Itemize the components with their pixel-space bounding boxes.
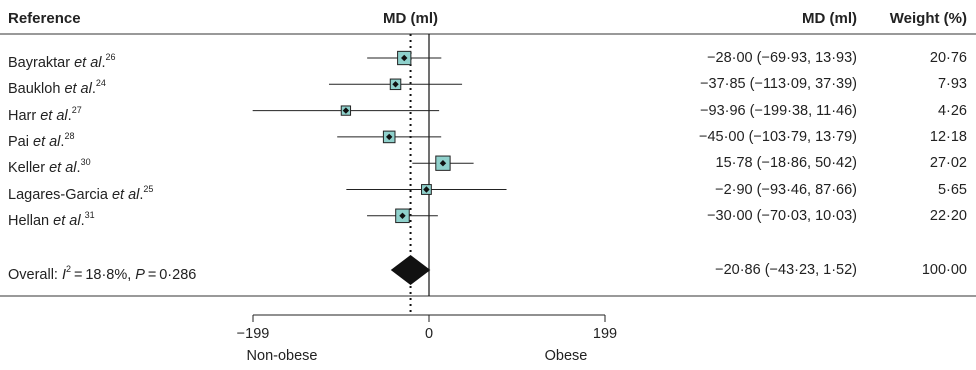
study-weight-4: 27·02 bbox=[929, 155, 967, 172]
overall-ci: −20·86 (−43·23, 1·52) bbox=[715, 262, 857, 278]
study-label-5: Lagares-Garcia et al.25 bbox=[8, 183, 154, 203]
study-weight-5: 5·65 bbox=[937, 181, 967, 198]
study-weight-6: 22·20 bbox=[929, 207, 967, 224]
study-weight-1: 7·93 bbox=[937, 76, 967, 93]
header-reference: Reference bbox=[8, 10, 81, 27]
study-ci-3: −45·00 (−103·79, 13·79) bbox=[699, 128, 857, 145]
x-tick-label-0: 0 bbox=[424, 326, 434, 342]
header-plot-md: MD (ml) bbox=[383, 10, 438, 27]
point-estimate-5 bbox=[423, 186, 430, 193]
study-label-6: Hellan et al.31 bbox=[8, 209, 95, 229]
study-label-0: Bayraktar et al.26 bbox=[8, 52, 116, 71]
direction-label-obese: Obese bbox=[544, 348, 588, 364]
overall-weight: 100·00 bbox=[921, 262, 967, 278]
point-estimate-0 bbox=[401, 54, 408, 62]
study-weight-2: 4·26 bbox=[937, 102, 967, 119]
x-tick-label-neg199: −199 bbox=[236, 326, 270, 342]
study-ci-0: −28·00 (−69·93, 13·93) bbox=[707, 50, 857, 66]
header-effect-md: MD (ml) bbox=[802, 10, 857, 27]
point-estimate-6 bbox=[399, 212, 406, 219]
direction-label-non-obese: Non-obese bbox=[246, 348, 318, 364]
point-estimate-2 bbox=[342, 107, 350, 114]
study-label-2: Harr et al.27 bbox=[8, 104, 82, 124]
study-label-1: Baukloh et al.24 bbox=[8, 78, 106, 98]
point-estimate-1 bbox=[392, 81, 399, 88]
study-ci-5: −2·90 (−93·46, 87·66) bbox=[715, 181, 857, 198]
study-ci-1: −37·85 (−113·09, 37·39) bbox=[700, 76, 857, 93]
study-ci-6: −30·00 (−70·03, 10·03) bbox=[707, 207, 857, 224]
study-label-3: Pai et al.28 bbox=[8, 130, 75, 150]
study-ci-2: −93·96 (−199·38, 11·46) bbox=[700, 102, 857, 119]
study-weight-3: 12·18 bbox=[929, 128, 967, 145]
overall-label: Overall: I2 = 18·8%, P = 0·286 bbox=[8, 264, 197, 283]
point-estimate-4 bbox=[439, 160, 447, 167]
study-weight-0: 20·76 bbox=[929, 50, 967, 66]
study-ci-4: 15·78 (−18·86, 50·42) bbox=[715, 155, 857, 172]
overall-diamond bbox=[390, 255, 431, 285]
point-estimate-3 bbox=[386, 133, 393, 141]
x-tick-label-199: 199 bbox=[592, 326, 618, 342]
study-label-4: Keller et al.30 bbox=[8, 157, 91, 177]
header-weight: Weight (%) bbox=[889, 10, 967, 27]
